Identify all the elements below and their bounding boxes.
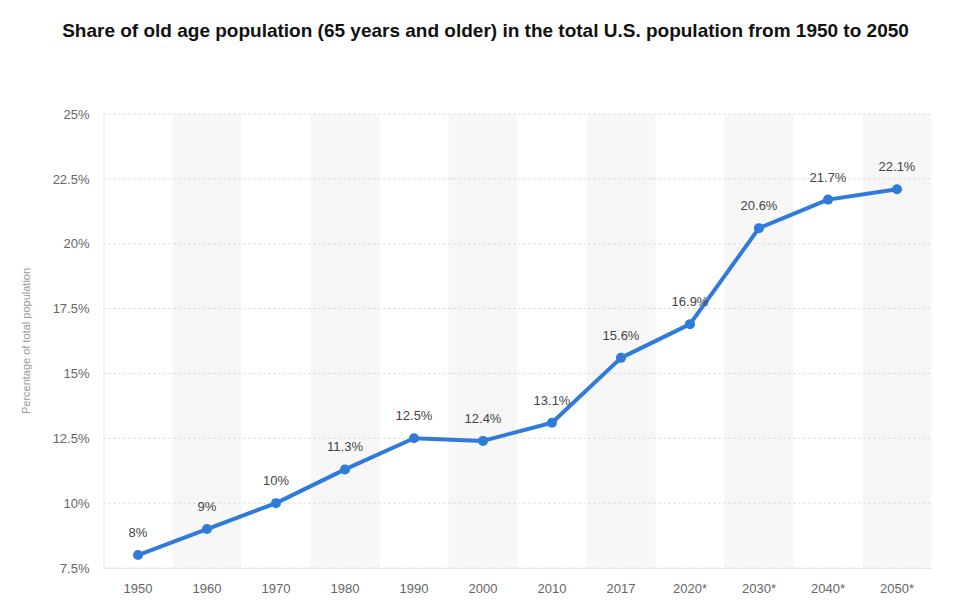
data-label: 11.3%	[327, 439, 363, 454]
y-tick: 15%	[63, 366, 103, 381]
point	[616, 353, 626, 363]
x-tick: 1960	[193, 568, 222, 596]
y-axis-title: Percentage of total population	[20, 268, 32, 414]
x-tick: 2000	[469, 568, 498, 596]
x-tick: 2017	[607, 568, 636, 596]
x-tick: 1970	[262, 568, 291, 596]
x-tick-label: 2000	[469, 581, 498, 596]
title: Share of old age population (65 years an…	[62, 20, 909, 41]
x-tick-label: 2040*	[811, 581, 845, 596]
grid-line	[104, 178, 932, 179]
point	[685, 319, 695, 329]
data-label: 16.9%	[672, 294, 709, 309]
grid-line	[104, 114, 932, 115]
stripe	[863, 114, 932, 568]
y-tick: 12.5%	[53, 431, 104, 446]
point	[823, 195, 833, 205]
marks	[133, 184, 902, 560]
data-label: 10%	[263, 473, 289, 488]
y-axis-line	[104, 115, 105, 569]
y-tick-label: 25%	[63, 107, 89, 122]
x-tick-label: 2050*	[880, 581, 914, 596]
x-tick-label: 2020*	[673, 581, 707, 596]
x-tick-label: 1980	[331, 581, 360, 596]
stripe	[311, 114, 380, 568]
x-tick-label: 2010	[538, 581, 567, 596]
y-tick: 17.5%	[53, 301, 104, 316]
stripe	[173, 114, 242, 568]
title-line: Share of old age population (65 years an…	[62, 20, 909, 41]
y-tick: 7.5%	[60, 561, 104, 576]
data-label: 13.1%	[534, 393, 571, 408]
point	[340, 464, 350, 474]
point	[202, 524, 212, 534]
data-label: 8%	[129, 525, 148, 540]
y-tick-label: 20%	[63, 236, 89, 251]
grid-line	[104, 308, 932, 309]
chart: 7.5%10%12.5%15%17.5%20%22.5%25%195019601…	[0, 0, 971, 615]
point	[547, 418, 557, 428]
point	[271, 498, 281, 508]
x-tick: 2040*	[811, 568, 845, 596]
x-tick: 1950	[124, 568, 153, 596]
x-tick-label: 1970	[262, 581, 291, 596]
x-tick-label: 2017	[607, 581, 636, 596]
data-label: 15.6%	[603, 328, 640, 343]
y-tick-label: 22.5%	[53, 172, 90, 187]
y-tick-label: 10%	[63, 496, 89, 511]
x-axis-line	[104, 568, 932, 569]
point	[409, 433, 419, 443]
data-label: 21.7%	[810, 170, 847, 185]
x-tick-label: 1960	[193, 581, 222, 596]
grid	[104, 114, 932, 568]
x-tick-label: 1990	[400, 581, 429, 596]
y-tick: 10%	[63, 496, 103, 511]
y-tick: 25%	[63, 107, 103, 122]
x-tick: 2020*	[673, 568, 707, 596]
data-label: 9%	[198, 499, 217, 514]
grid-line	[104, 373, 932, 374]
x-tick: 2050*	[880, 568, 914, 596]
data-label: 12.5%	[396, 408, 433, 423]
line	[138, 189, 897, 555]
x-tick: 2010	[538, 568, 567, 596]
grid-line	[104, 243, 932, 244]
y-tick-label: 17.5%	[53, 301, 90, 316]
point	[133, 550, 143, 560]
point	[754, 223, 764, 233]
point	[478, 436, 488, 446]
x-axis: 1950 1960 1970 1980 1990 2000 2010 2017 2020* 203…	[104, 568, 932, 596]
grid-line	[104, 438, 932, 439]
stripe	[587, 114, 656, 568]
x-tick: 1980	[331, 568, 360, 596]
data-label: 22.1%	[879, 159, 916, 174]
point	[892, 184, 902, 194]
y-axis: 7.5% 10% 12.5% 15% 17.5% 20% 22.5% 25%	[53, 107, 104, 576]
y-tick-label: 7.5%	[60, 561, 90, 576]
y-tick-label: 12.5%	[53, 431, 90, 446]
x-tick: 1990	[400, 568, 429, 596]
y-tick: 22.5%	[53, 172, 104, 187]
y-tick: 20%	[63, 236, 103, 251]
data-label: 20.6%	[741, 198, 778, 213]
x-tick-label: 1950	[124, 581, 153, 596]
stripe	[449, 114, 518, 568]
grid-line	[104, 568, 932, 569]
grid-line	[104, 503, 932, 504]
x-tick: 2030*	[742, 568, 776, 596]
stripe	[725, 114, 794, 568]
data-label: 12.4%	[465, 411, 502, 426]
x-tick-label: 2030*	[742, 581, 776, 596]
data-labels: 8% 9% 10% 11.3% 12.5% 12.4% 13.1% 15.6% 16.9% 20.…	[129, 159, 916, 540]
y-tick-label: 15%	[63, 366, 89, 381]
